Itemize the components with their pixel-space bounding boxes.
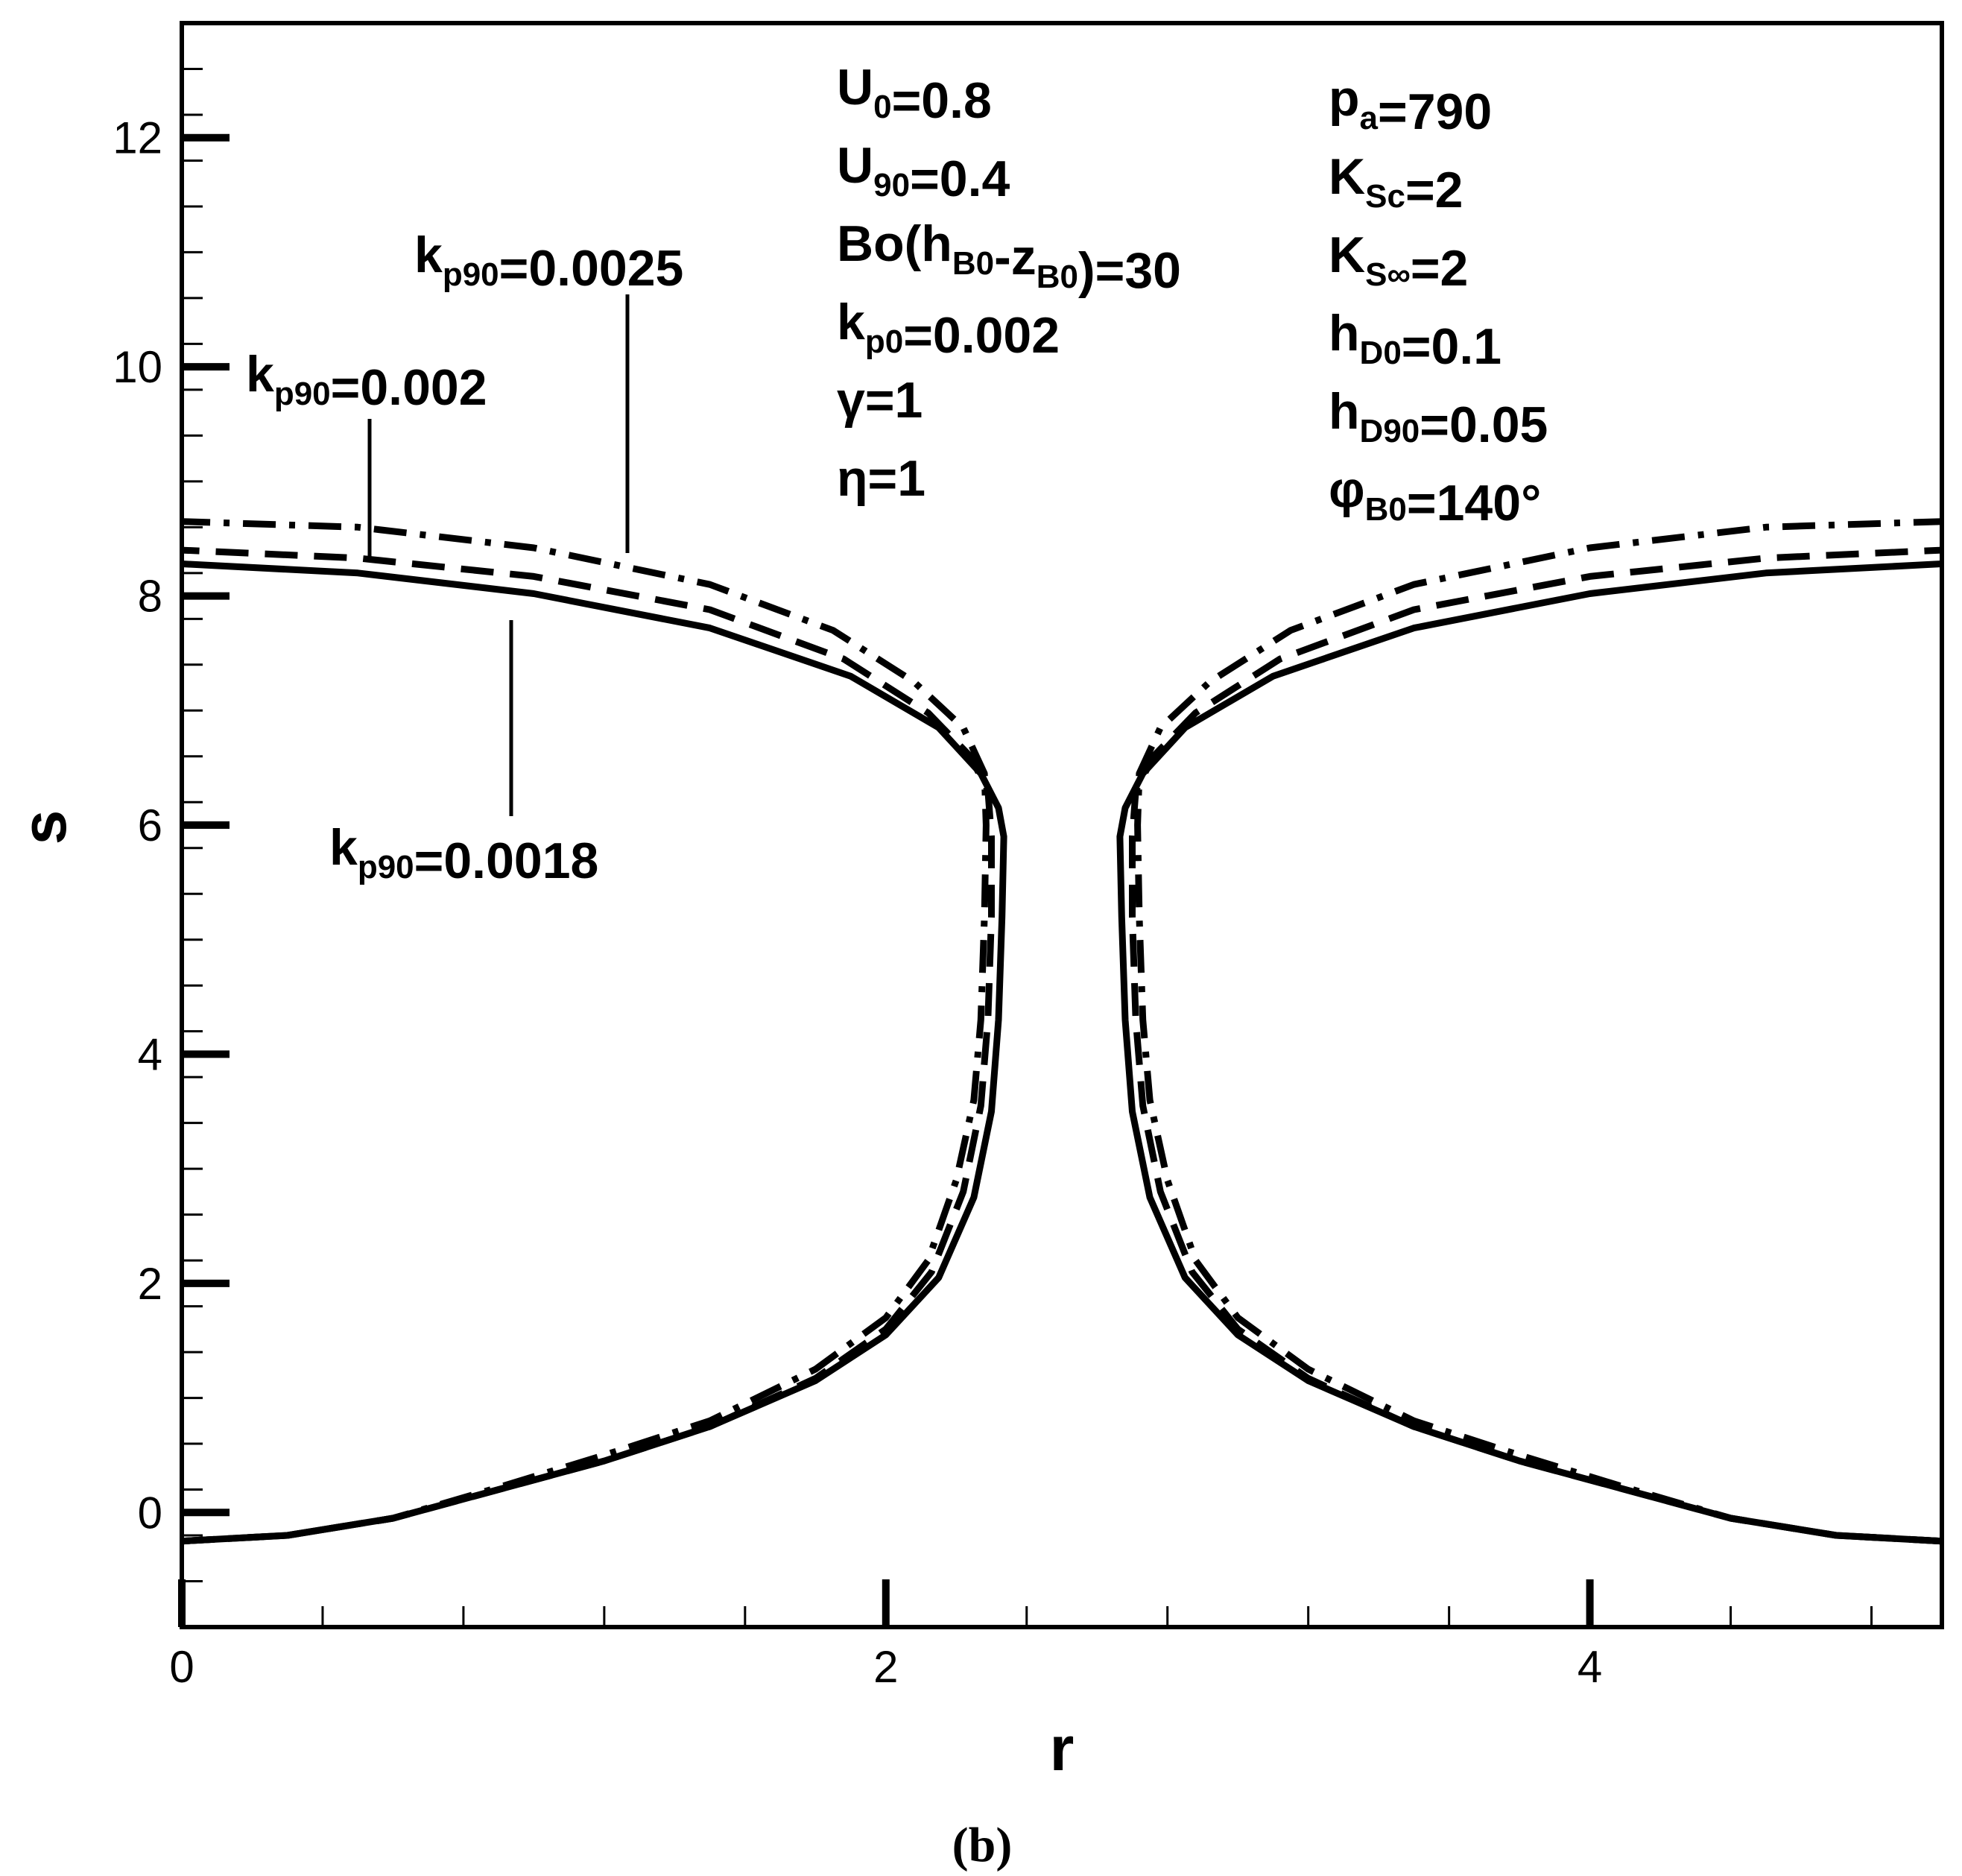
parameter-left: U90=0.4 — [837, 137, 1010, 207]
y-tick-label: 12 — [113, 113, 162, 163]
tick-labels: 0 2 4 0 2 4 6 8 10 12 — [113, 113, 1602, 1692]
figure-caption: (b) — [952, 1818, 1013, 1872]
annotation-text: p — [1329, 70, 1360, 127]
parameter-left: η=1 — [837, 450, 925, 507]
subscript: p0 — [865, 323, 903, 360]
subscript: D0 — [1360, 335, 1402, 371]
subscript: a — [1360, 100, 1379, 136]
series-label: kp90=0.0025 — [414, 227, 683, 297]
annotation-text: =0.0018 — [414, 833, 599, 889]
annotation-text: =1 — [868, 450, 926, 507]
annotation-text: =0.0025 — [499, 240, 684, 297]
annotation-text: k — [246, 346, 274, 402]
parameter-left: kp0=0.002 — [837, 294, 1060, 364]
annotation-text: -z — [994, 229, 1037, 285]
parameter-left: Bo(hB0-zB0)=30 — [837, 215, 1181, 299]
subscript: Sc — [1365, 178, 1405, 215]
annotation-text: h — [1329, 305, 1360, 361]
annotation-text: h — [1329, 383, 1360, 440]
y-tick-label: 2 — [138, 1259, 162, 1309]
y-tick-label: 0 — [138, 1488, 162, 1538]
annotation-text: Bo(h — [837, 215, 952, 272]
annotation-text: U — [837, 59, 873, 116]
annotation-text: K — [1329, 148, 1365, 205]
major-ticks — [178, 133, 1594, 1627]
annotation-text: =2 — [1405, 162, 1463, 218]
series-label: kp90=0.002 — [246, 346, 487, 416]
y-tick-label: 6 — [138, 800, 162, 850]
parameter-right: pa=790 — [1329, 70, 1492, 140]
subscript: p90 — [358, 849, 414, 885]
x-tick-label: 0 — [169, 1642, 194, 1692]
parameter-right: KSc=2 — [1329, 148, 1463, 218]
annotation-text: =0.05 — [1420, 397, 1548, 453]
annotation-text: =0.1 — [1402, 318, 1501, 375]
curve-dashed-right — [1129, 546, 1943, 1545]
subscript: 90 — [873, 167, 910, 203]
annotation-text: γ — [837, 372, 865, 429]
parameter-right: hD90=0.05 — [1329, 383, 1548, 453]
y-tick-label: 4 — [138, 1029, 162, 1079]
x-tick-label: 4 — [1577, 1642, 1602, 1692]
annotation-text: =2 — [1411, 240, 1469, 297]
annotation-text: =0.002 — [331, 359, 487, 416]
y-axis-title: s — [9, 810, 79, 845]
subscript: B0 — [1365, 491, 1407, 528]
annotation-text: =1 — [865, 372, 923, 429]
label-leader-lines — [367, 294, 630, 816]
annotation-text: K — [1329, 227, 1365, 283]
annotation-text: =0.4 — [910, 151, 1010, 207]
x-axis-title: r — [1050, 1714, 1075, 1784]
y-tick-label: 10 — [113, 342, 162, 392]
parameter-right: φB0=140° — [1329, 461, 1541, 531]
parameter-left: U0=0.8 — [837, 59, 992, 129]
subscript: S∞ — [1365, 256, 1411, 293]
subscript: p90 — [274, 376, 331, 412]
subscript: B0 — [1037, 259, 1078, 295]
annotation-text: =0.002 — [903, 307, 1060, 364]
annotation-text: φ — [1329, 461, 1365, 518]
minor-ticks — [180, 22, 1873, 1629]
annotation-text: )=30 — [1078, 242, 1181, 299]
parameter-right: hD0=0.1 — [1329, 305, 1501, 375]
annotation-text: k — [329, 819, 358, 876]
annotation-text: =0.8 — [892, 72, 992, 129]
curve-solid-right — [1116, 560, 1943, 1545]
annotation-text: η — [837, 450, 868, 507]
curve-dashdot-right — [1134, 518, 1943, 1545]
subscript: D90 — [1360, 413, 1420, 449]
series-label: kp90=0.0018 — [329, 819, 598, 889]
annotation-text: =140° — [1407, 475, 1541, 531]
curve-dashdot-left — [181, 518, 990, 1545]
annotation-text: =790 — [1378, 83, 1492, 140]
curve-dashed-left — [181, 546, 995, 1545]
parameter-left: γ=1 — [837, 372, 923, 429]
annotation-text: k — [837, 294, 865, 350]
annotation-text: U — [837, 137, 873, 194]
curve-solid-left — [181, 560, 1007, 1545]
parameter-right: KS∞=2 — [1329, 227, 1468, 297]
parameter-annotations: U0=0.8U90=0.4Bo(hB0-zB0)=30kp0=0.002γ=1η… — [837, 59, 1548, 531]
subscript: B0 — [952, 245, 994, 282]
annotation-text: k — [414, 227, 443, 283]
subscript: p90 — [443, 256, 499, 293]
x-tick-label: 2 — [873, 1642, 898, 1692]
y-tick-label: 8 — [138, 572, 162, 622]
curves — [181, 518, 1943, 1545]
subscript: 0 — [873, 89, 891, 125]
